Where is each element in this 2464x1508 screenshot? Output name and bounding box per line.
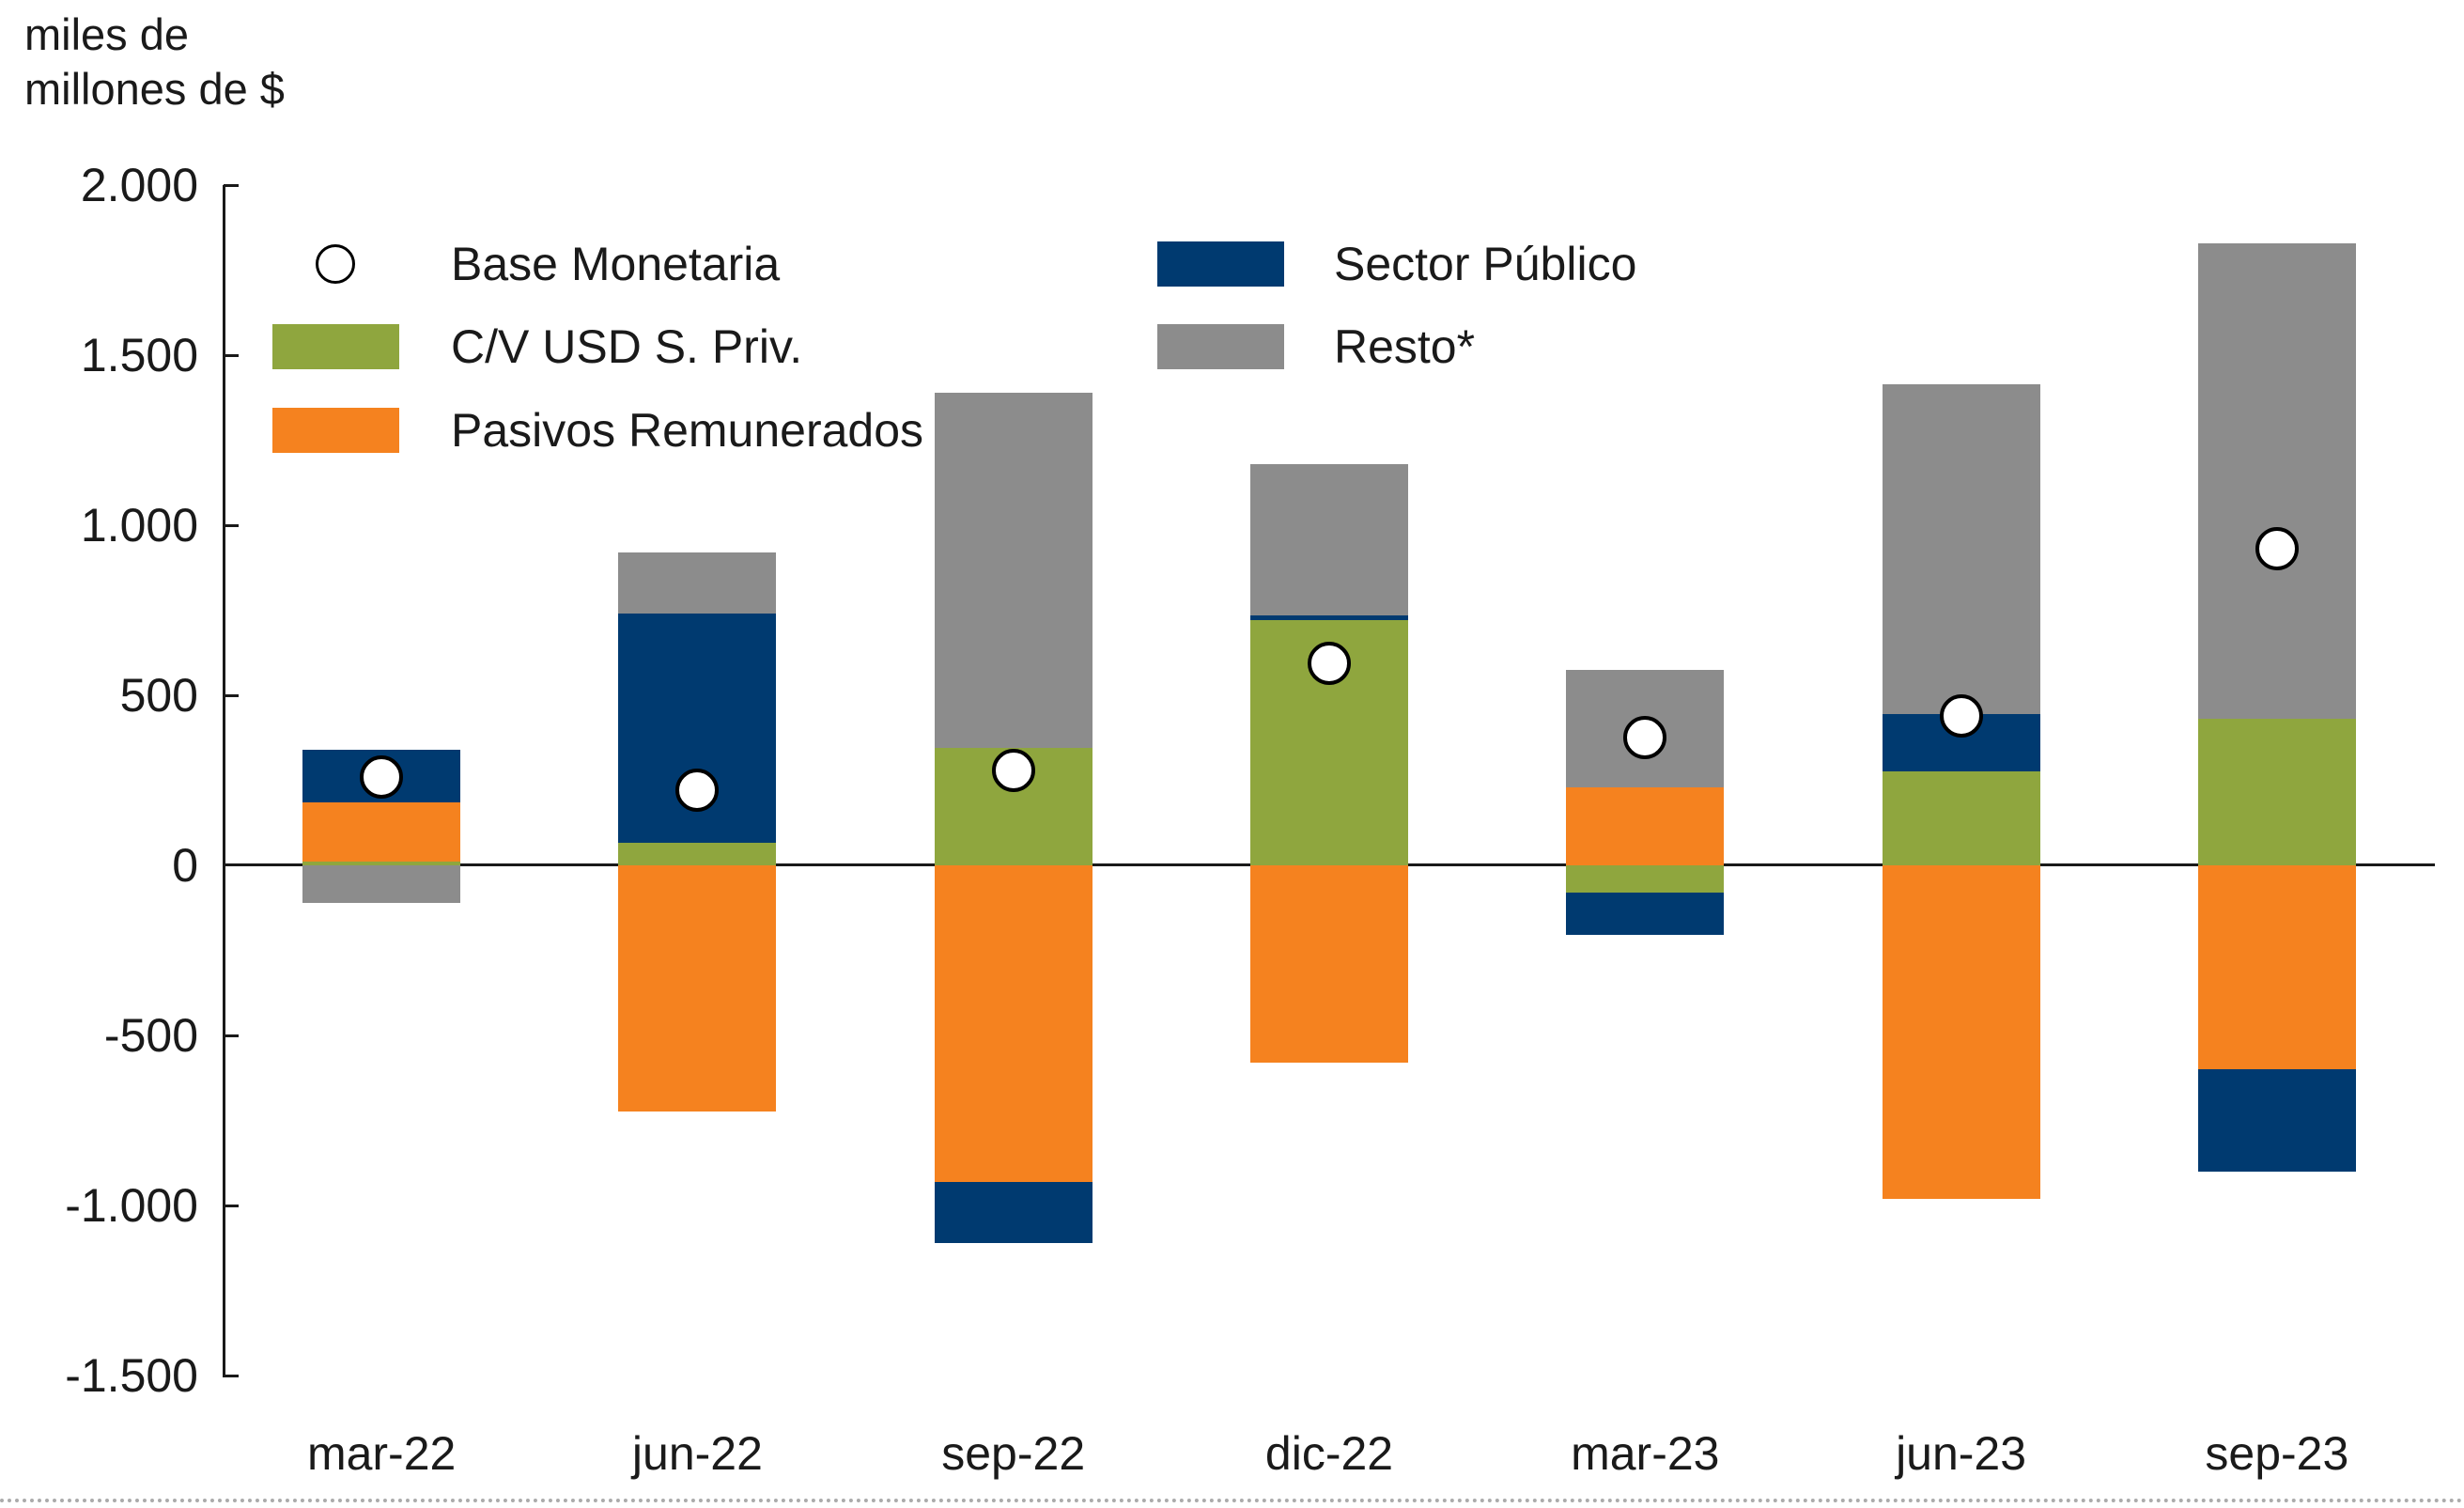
- y-tick-mark: [224, 1374, 239, 1377]
- y-tick-label: -500: [103, 1009, 198, 1062]
- bar-segment-c-v-usd-s-priv-jun-23: [1882, 771, 2040, 865]
- y-tick-mark: [224, 693, 239, 697]
- legend-swatch-cv-usd: [272, 324, 399, 369]
- unit-label-line2: millones de $: [24, 64, 285, 114]
- legend-swatch-pasivos-remunerados: [272, 408, 399, 453]
- y-tick-label: -1.000: [65, 1179, 198, 1232]
- y-tick-label: -1.500: [65, 1349, 198, 1402]
- y-tick-label: 0: [172, 839, 198, 892]
- legend-label-cv-usd: C/V USD S. Priv.: [451, 320, 803, 373]
- bar-segment-c-v-usd-s-priv-jun-22: [618, 843, 777, 865]
- base-monetaria-marker-jun-22: [675, 769, 720, 813]
- bar-segment-pasivos-remunerados-dic-22: [1250, 865, 1408, 1063]
- bar-segment-pasivos-remunerados-jun-23: [1882, 865, 2040, 1199]
- base-monetaria-marker-mar-22: [360, 754, 404, 799]
- legend-label-base-monetaria: Base Monetaria: [451, 238, 781, 290]
- bar-segment-resto-dic-22: [1250, 463, 1408, 615]
- bar-segment-resto-sep-22: [934, 392, 1093, 749]
- x-tick-label-jun-23: jun-23: [1896, 1427, 2027, 1480]
- y-tick-label: 2.000: [80, 159, 198, 211]
- bar-segment-sector-p-blico-dic-22: [1250, 614, 1408, 621]
- bar-segment-pasivos-remunerados-sep-22: [934, 865, 1093, 1182]
- y-axis-line: [223, 185, 225, 1377]
- x-tick-label-sep-22: sep-22: [941, 1427, 1086, 1480]
- x-tick-label-sep-23: sep-23: [2205, 1427, 2349, 1480]
- bar-segment-resto-mar-22: [302, 865, 461, 903]
- base-monetaria-marker-dic-22: [1308, 641, 1351, 685]
- bar-segment-resto-sep-23: [2197, 242, 2356, 720]
- y-tick-mark: [224, 183, 239, 187]
- y-tick-mark: [224, 523, 239, 527]
- bar-segment-pasivos-remunerados-mar-22: [302, 802, 461, 863]
- bar-segment-c-v-usd-s-priv-mar-23: [1566, 865, 1725, 893]
- footer-separator-dotted-line: [0, 1499, 2464, 1502]
- unit-label-line1: miles de: [24, 9, 190, 59]
- legend-base-monetaria-marker-icon: [316, 244, 355, 284]
- bar-segment-c-v-usd-s-priv-sep-23: [2197, 719, 2356, 865]
- bar-segment-c-v-usd-s-priv-mar-22: [302, 862, 461, 865]
- bar-segment-resto-jun-22: [618, 552, 777, 614]
- legend-swatch-resto: [1157, 324, 1284, 369]
- y-tick-label: 1.000: [80, 499, 198, 552]
- base-monetaria-marker-sep-23: [2255, 527, 2299, 571]
- bar-segment-sector-p-blico-sep-22: [934, 1181, 1093, 1243]
- y-tick-label: 1.500: [80, 329, 198, 381]
- y-axis-unit-label: miles de millones de $: [24, 8, 285, 117]
- x-tick-label-jun-22: jun-22: [631, 1427, 763, 1480]
- x-tick-label-mar-22: mar-22: [306, 1427, 457, 1480]
- y-tick-mark: [224, 353, 239, 357]
- y-tick-mark: [224, 1034, 239, 1037]
- base-monetaria-marker-mar-23: [1623, 716, 1667, 760]
- legend-label-sector-publico: Sector Público: [1334, 238, 1637, 290]
- y-tick-mark: [224, 1204, 239, 1207]
- legend-label-resto: Resto*: [1334, 320, 1476, 373]
- bar-segment-sector-p-blico-sep-23: [2197, 1069, 2356, 1172]
- x-tick-label-mar-23: mar-23: [1571, 1427, 1720, 1480]
- legend-label-pasivos-remunerados: Pasivos Remunerados: [451, 404, 924, 457]
- base-monetaria-marker-jun-23: [1939, 693, 1983, 738]
- y-tick-label: 500: [119, 669, 198, 722]
- legend-swatch-sector-publico: [1157, 241, 1284, 287]
- bar-segment-resto-jun-23: [1882, 383, 2040, 714]
- base-monetaria-marker-sep-22: [991, 748, 1035, 792]
- bar-segment-pasivos-remunerados-sep-23: [2197, 865, 2356, 1070]
- x-tick-label-dic-22: dic-22: [1264, 1427, 1394, 1480]
- bar-segment-pasivos-remunerados-jun-22: [618, 865, 777, 1112]
- bar-segment-pasivos-remunerados-mar-23: [1566, 786, 1725, 865]
- bar-segment-sector-p-blico-mar-23: [1566, 892, 1725, 936]
